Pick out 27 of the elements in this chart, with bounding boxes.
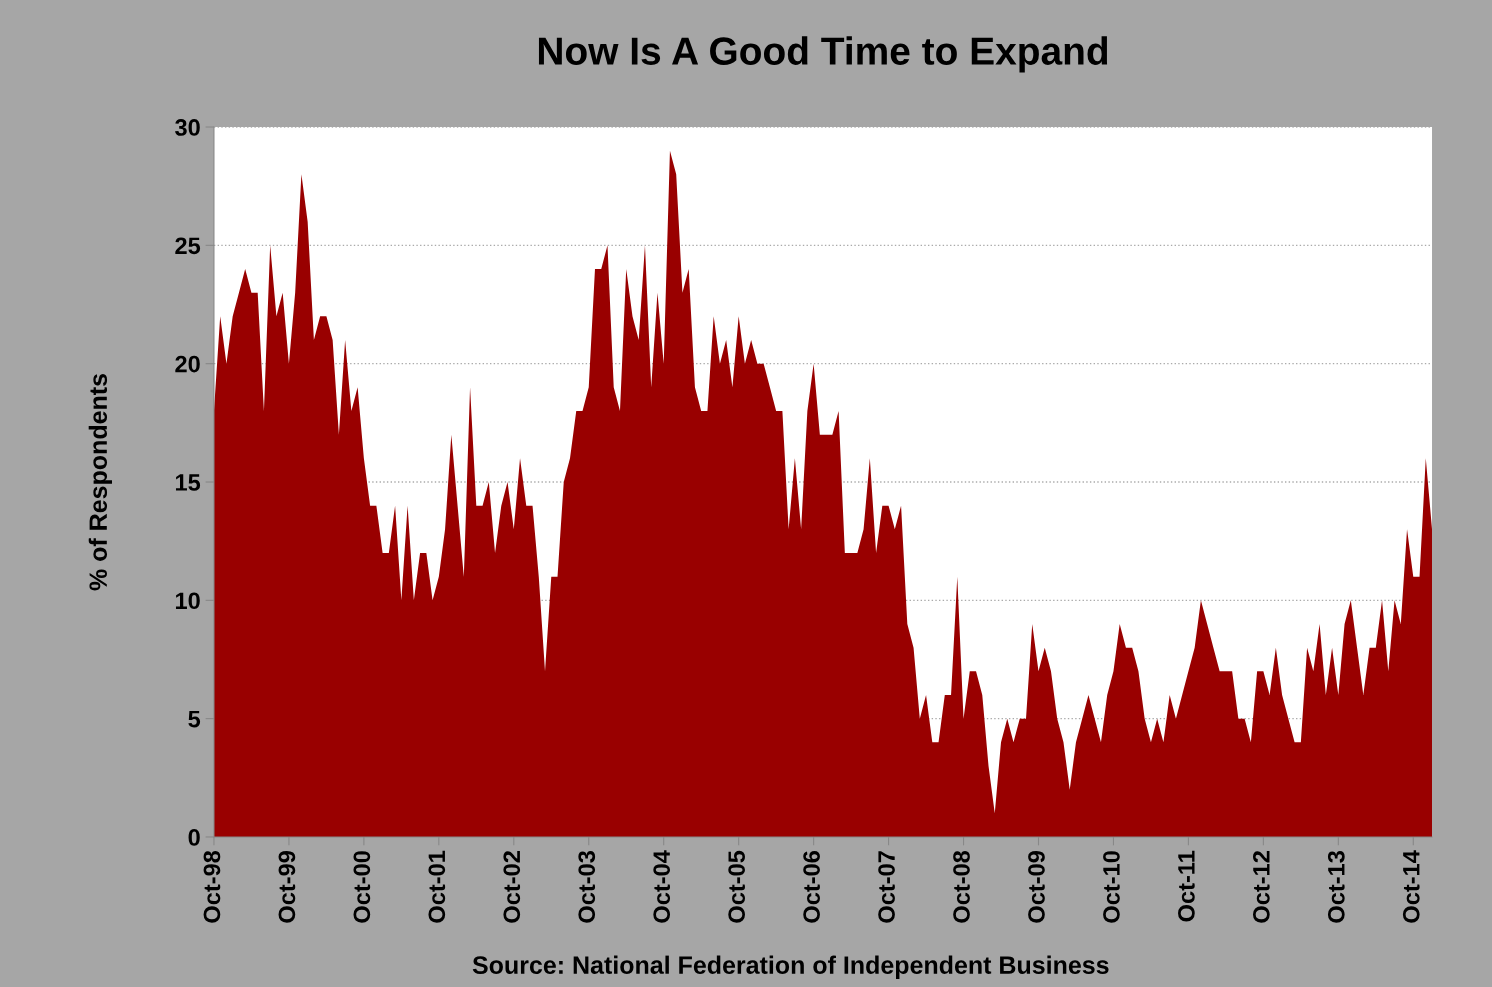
x-tick-label: Oct-11: [1178, 850, 1195, 922]
y-tick-label: 10: [175, 592, 200, 610]
y-tick-label: 5: [188, 710, 201, 728]
x-tick-label: Oct-13: [1327, 851, 1345, 923]
y-tick-label: 30: [175, 119, 200, 136]
x-tick-label: Oct-12: [1252, 851, 1270, 923]
x-tick-label: Oct-04: [653, 850, 671, 923]
x-tick-label: Oct-05: [728, 850, 745, 923]
y-tick-label: 20: [175, 355, 200, 373]
source-note: Source: National Federation of Independent Business: [472, 955, 1109, 979]
y-axis-title: % of Respondents: [88, 373, 112, 591]
y-tick-label: 25: [175, 237, 201, 255]
chart-title: Now Is A Good Time to Expand: [538, 36, 1108, 73]
x-tick-label: Oct-06: [803, 851, 820, 923]
x-tick-label: Oct-02: [503, 851, 521, 923]
x-tick-label: Oct-03: [578, 851, 596, 923]
x-tick-label: Oct-10: [1103, 851, 1120, 923]
x-tick-label: Oct-00: [353, 851, 371, 923]
x-tick-label: Oct-98: [203, 850, 221, 923]
y-tick-label: 0: [188, 829, 200, 846]
x-tick-label: Oct-09: [1028, 851, 1045, 923]
x-tick-label: Oct-07: [878, 851, 895, 923]
y-tick-label: 15: [175, 474, 201, 491]
x-tick-label: Oct-01: [428, 850, 446, 923]
x-tick-label: Oct-14: [1402, 850, 1420, 923]
x-tick-label: Oct-99: [278, 851, 296, 923]
x-tick-label: Oct-08: [953, 850, 970, 923]
